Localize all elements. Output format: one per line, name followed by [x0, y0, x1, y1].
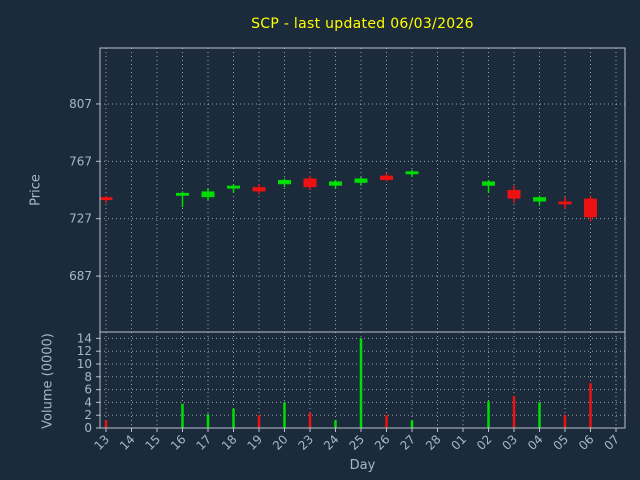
x-tick-label: 24 — [321, 432, 342, 453]
x-axis-label: Day — [349, 458, 376, 473]
x-tick-label: 01 — [448, 432, 469, 453]
x-tick-label: 28 — [423, 432, 444, 453]
x-tick-label: 13 — [91, 432, 112, 453]
price-tick-label: 727 — [69, 212, 92, 226]
price-panel-frame — [99, 47, 626, 333]
chart-title: SCP - last updated 06/03/2026 — [251, 16, 474, 32]
candle-body-day-25 — [354, 178, 368, 183]
x-tick-label: 27 — [397, 432, 418, 453]
volume-bar-day-02 — [487, 401, 490, 428]
candle-body-day-03 — [507, 190, 521, 199]
volume-tick-label: 8 — [84, 370, 92, 384]
candle-body-day-06 — [584, 198, 597, 218]
x-tick-label: 17 — [193, 432, 214, 453]
volume-bar-day-17 — [206, 413, 210, 428]
candle-body-day-16 — [176, 192, 189, 196]
candle-body-day-23 — [303, 178, 317, 188]
volume-bar-day-20 — [283, 402, 286, 428]
volume-tick-label: 12 — [77, 344, 92, 358]
x-tick-label: 16 — [168, 432, 189, 453]
x-tick-label: 06 — [576, 432, 597, 453]
volume-bar-day-23 — [308, 412, 312, 428]
volume-bar-day-19 — [257, 415, 261, 428]
volume-bar-day-06 — [589, 383, 592, 428]
volume-tick-label: 14 — [77, 331, 92, 345]
volume-tick-label: 6 — [84, 383, 92, 397]
volume-bar-day-03 — [512, 396, 516, 428]
candle-body-day-24 — [329, 181, 342, 186]
price-tick-label: 767 — [69, 154, 92, 168]
candle-body-day-20 — [278, 179, 291, 185]
price-tick-label: 807 — [69, 97, 92, 111]
x-tick-label: 23 — [295, 432, 316, 453]
volume-bar-day-04 — [538, 402, 541, 428]
x-tick-label: 05 — [550, 432, 571, 453]
x-tick-label: 26 — [372, 432, 393, 453]
volume-bar-day-13 — [104, 420, 108, 428]
x-tick-label: 15 — [142, 432, 163, 453]
candle-body-day-26 — [380, 175, 393, 180]
volume-bar-day-18 — [232, 408, 235, 428]
x-tick-label: 14 — [117, 432, 138, 453]
candle-body-day-04 — [533, 197, 546, 202]
volume-bar-day-24 — [334, 420, 337, 428]
x-tick-label: 07 — [601, 432, 622, 453]
volume-bar-day-27 — [410, 420, 414, 428]
candle-body-day-19 — [252, 187, 266, 192]
candle-body-day-02 — [482, 181, 495, 186]
volume-bar-day-05 — [563, 415, 567, 428]
volume-bar-day-16 — [181, 403, 184, 428]
x-tick-label: 25 — [346, 432, 367, 453]
x-tick-label: 04 — [525, 432, 546, 453]
volume-tick-label: 4 — [84, 395, 92, 409]
x-tick-label: 19 — [244, 432, 265, 453]
volume-panel-frame — [99, 331, 626, 429]
x-tick-label: 18 — [219, 432, 240, 453]
volume-tick-label: 10 — [77, 357, 92, 371]
candle-body-day-17 — [201, 191, 215, 198]
price-tick-label: 687 — [69, 269, 92, 283]
candle-body-day-27 — [405, 171, 419, 175]
x-tick-label: 03 — [499, 432, 520, 453]
candle-body-day-05 — [558, 201, 572, 205]
candle-body-day-18 — [227, 185, 240, 189]
candle-body-day-13 — [99, 197, 113, 201]
volume-bar-day-26 — [385, 415, 388, 428]
volume-bar-day-25 — [359, 338, 363, 428]
x-tick-label: 02 — [474, 432, 495, 453]
x-tick-label: 20 — [270, 432, 291, 453]
volume-tick-label: 2 — [84, 408, 92, 422]
volume-tick-label: 0 — [84, 421, 92, 435]
